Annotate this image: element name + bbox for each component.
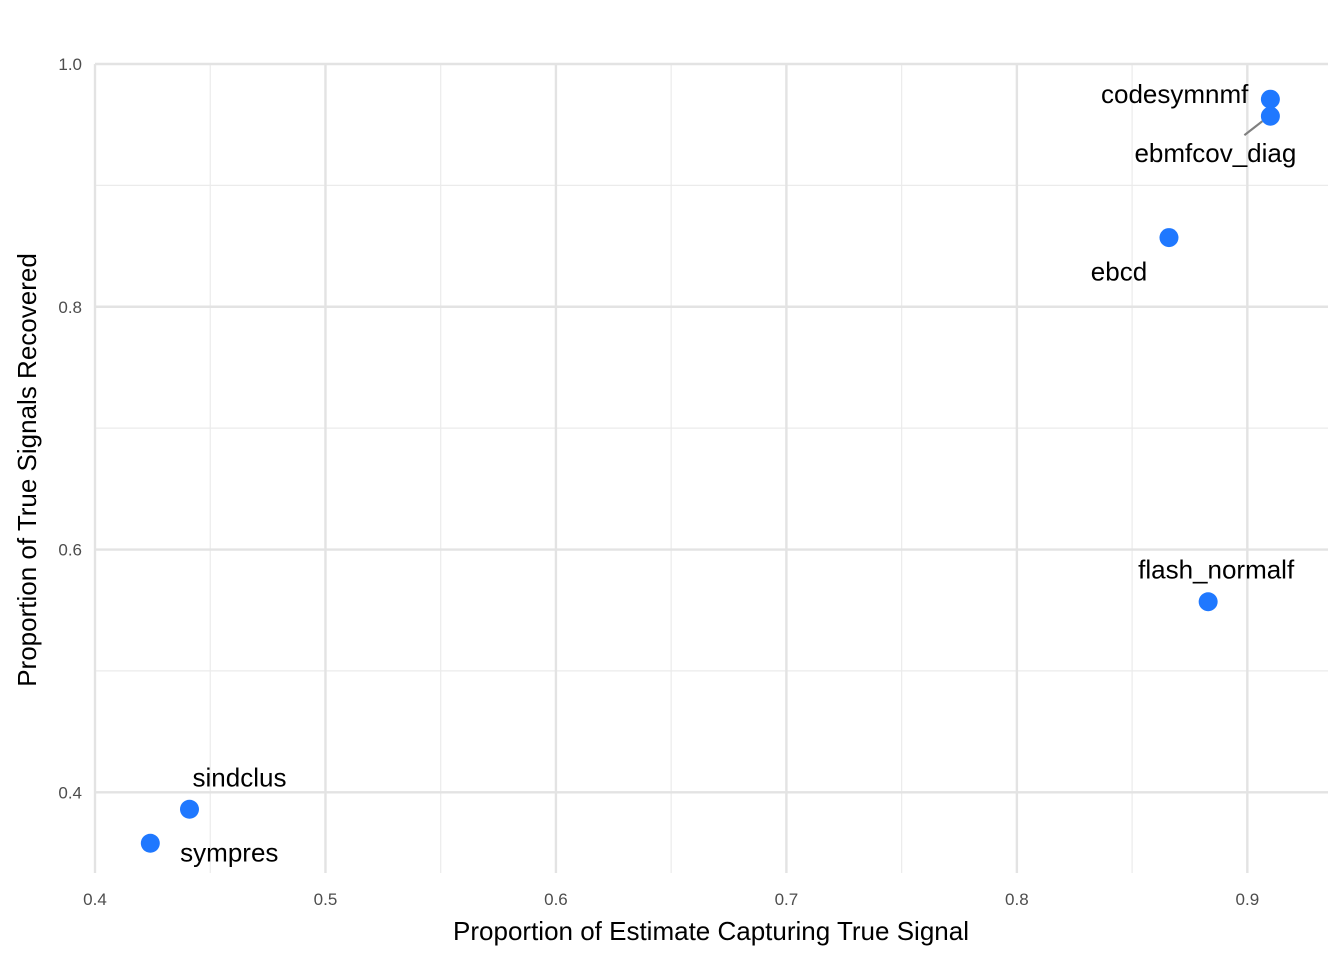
x-tick-label: 0.9 bbox=[1236, 890, 1260, 909]
label-leader-line bbox=[1243, 120, 1264, 137]
scatter-point bbox=[1260, 89, 1280, 109]
point-label: codesymnmf bbox=[1101, 79, 1249, 109]
x-tick-label: 0.6 bbox=[544, 890, 568, 909]
minor-gridlines bbox=[95, 64, 1328, 873]
y-tick-label: 1.0 bbox=[58, 55, 82, 74]
scatter-point bbox=[1159, 228, 1179, 248]
point-label: flash_normalf bbox=[1138, 555, 1295, 585]
scatter-point bbox=[179, 799, 199, 819]
x-axis-tick-labels: 0.4 0.5 0.6 0.7 0.8 0.9 bbox=[83, 890, 1259, 909]
data-points bbox=[140, 89, 1280, 853]
x-axis-title: Proportion of Estimate Capturing True Si… bbox=[453, 916, 969, 946]
x-tick-label: 0.7 bbox=[775, 890, 799, 909]
scatter-point bbox=[140, 833, 160, 853]
point-label: ebcd bbox=[1091, 257, 1147, 287]
y-tick-label: 0.4 bbox=[58, 783, 82, 802]
x-tick-label: 0.4 bbox=[83, 890, 107, 909]
point-label: ebmfcov_diag bbox=[1134, 138, 1296, 168]
point-label: sindclus bbox=[193, 762, 287, 792]
y-axis-tick-labels: 0.4 0.6 0.8 1.0 bbox=[58, 55, 82, 802]
point-label: sympres bbox=[180, 837, 278, 867]
y-tick-label: 0.6 bbox=[58, 541, 82, 560]
major-gridlines bbox=[93, 62, 1328, 873]
label-leader-lines bbox=[1243, 120, 1264, 137]
x-tick-label: 0.5 bbox=[314, 890, 338, 909]
y-tick-label: 0.8 bbox=[58, 298, 82, 317]
scatter-point bbox=[1260, 106, 1280, 126]
scatter-point bbox=[1198, 592, 1218, 612]
y-axis-title: Proportion of True Signals Recovered bbox=[12, 253, 42, 687]
x-tick-label: 0.8 bbox=[1005, 890, 1029, 909]
